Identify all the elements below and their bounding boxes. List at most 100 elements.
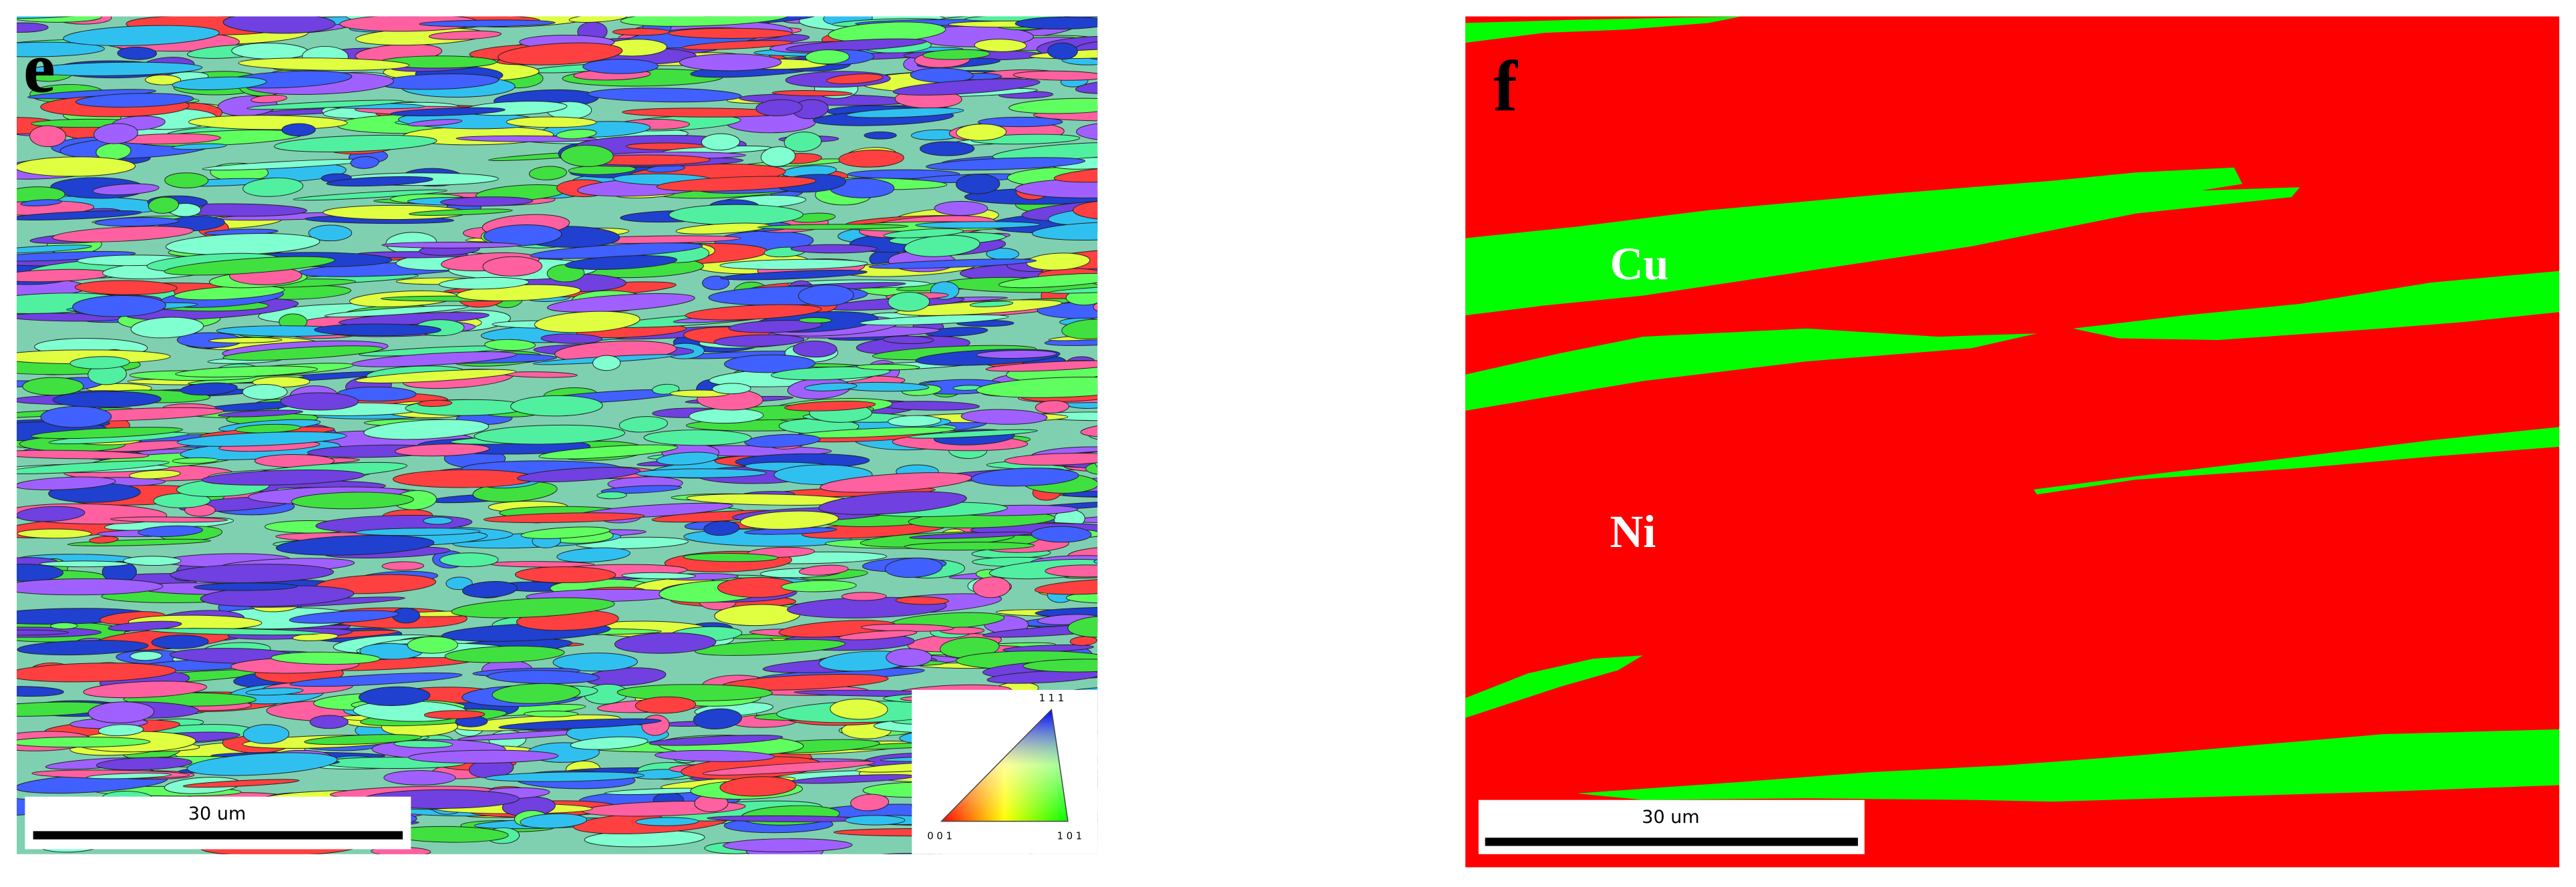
grain xyxy=(790,244,878,254)
grain xyxy=(1023,659,1098,673)
grain xyxy=(679,53,782,71)
grain xyxy=(635,817,699,826)
grain xyxy=(882,335,934,345)
grain xyxy=(886,648,932,667)
grain xyxy=(720,269,868,281)
grain xyxy=(1013,70,1098,81)
grain xyxy=(39,560,129,568)
grain xyxy=(31,427,183,439)
grain xyxy=(89,536,119,544)
grain xyxy=(17,476,116,490)
grain xyxy=(892,78,1041,96)
grain xyxy=(138,525,204,537)
grain xyxy=(546,293,695,313)
grain xyxy=(52,391,162,408)
grain xyxy=(1049,283,1098,294)
grain xyxy=(408,749,559,763)
grain xyxy=(846,108,964,118)
grain xyxy=(151,635,209,649)
grain xyxy=(564,255,678,270)
grain xyxy=(17,450,150,460)
grain xyxy=(972,576,1010,598)
grain xyxy=(859,314,1009,326)
grain xyxy=(407,119,463,127)
grain xyxy=(17,460,170,474)
grain xyxy=(17,578,164,596)
grain xyxy=(1061,319,1098,339)
grain xyxy=(314,323,441,337)
grain xyxy=(739,510,839,530)
grain xyxy=(274,134,437,152)
grain xyxy=(976,377,1098,398)
grain xyxy=(94,123,138,144)
grain xyxy=(693,708,743,729)
grain xyxy=(1045,564,1098,578)
grain xyxy=(618,416,669,433)
grain xyxy=(888,415,942,427)
scale-bar xyxy=(1485,838,1858,846)
cu-band xyxy=(1465,655,1643,718)
grain xyxy=(528,166,567,180)
grain xyxy=(986,670,1098,684)
grain xyxy=(182,779,300,788)
grain xyxy=(123,556,182,566)
grain xyxy=(417,399,453,407)
grain xyxy=(242,724,290,744)
grain xyxy=(616,684,773,701)
grain xyxy=(609,3,680,15)
grain xyxy=(381,561,424,571)
grain xyxy=(164,256,335,276)
grain xyxy=(351,351,517,367)
cu-phase xyxy=(1465,16,2559,802)
grain xyxy=(920,141,975,156)
grain xyxy=(330,0,396,7)
grain xyxy=(896,299,1063,316)
grain xyxy=(193,582,298,591)
grain xyxy=(838,630,918,641)
scale-bar-label: 30 um xyxy=(188,804,246,824)
grain xyxy=(1100,475,1149,494)
grain xyxy=(517,467,641,482)
cu-band xyxy=(1465,167,2300,316)
grain xyxy=(850,793,890,812)
phase-label: Cu xyxy=(1610,238,1669,289)
grain xyxy=(69,356,130,369)
grain xyxy=(17,506,85,522)
grain xyxy=(1080,420,1098,438)
grain xyxy=(451,597,615,618)
grain xyxy=(462,580,518,598)
grain xyxy=(242,177,304,197)
grain xyxy=(383,770,456,785)
grain xyxy=(17,244,92,254)
grain xyxy=(175,365,318,378)
grain xyxy=(841,592,887,601)
grain xyxy=(1073,200,1098,220)
grain xyxy=(355,528,481,536)
grain xyxy=(393,740,453,749)
grain xyxy=(28,61,203,76)
grain xyxy=(423,516,453,525)
cu-band xyxy=(2073,271,2559,341)
grain xyxy=(611,0,691,6)
grain xyxy=(67,538,212,546)
grain xyxy=(482,256,542,277)
ipf-key-right: 1 0 1 xyxy=(1057,831,1083,842)
grain xyxy=(17,156,136,177)
grain xyxy=(444,645,565,663)
grain xyxy=(798,317,832,323)
ni-phase xyxy=(1465,16,2559,868)
grain xyxy=(498,42,623,65)
grain xyxy=(934,200,988,216)
scale-bar-box xyxy=(25,796,411,850)
grain xyxy=(844,815,906,826)
grain xyxy=(783,132,822,152)
grain xyxy=(956,174,1000,194)
grain xyxy=(969,301,1014,307)
grain xyxy=(20,199,62,206)
phase-label: Ni xyxy=(1610,506,1656,557)
grain xyxy=(363,419,490,440)
grain xyxy=(485,771,645,782)
grain xyxy=(94,217,180,227)
grain xyxy=(523,710,579,717)
grain xyxy=(309,715,349,729)
